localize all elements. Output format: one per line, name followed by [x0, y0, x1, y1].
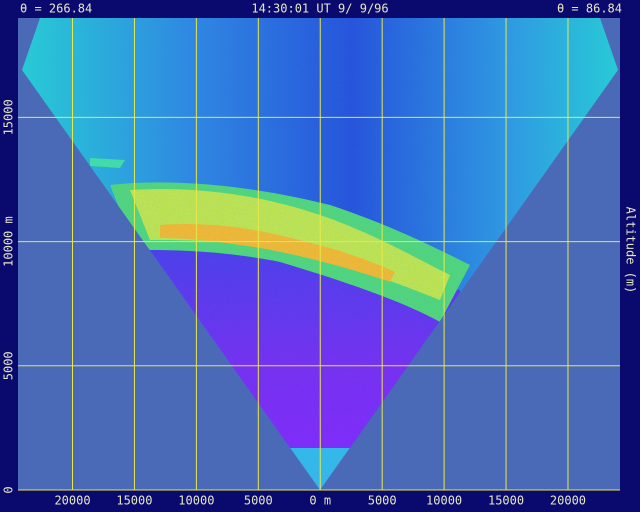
y-tick-label: 5000 — [2, 351, 16, 380]
x-tick-label: 5000 — [244, 494, 273, 508]
x-tick-label: 5000 — [368, 494, 397, 508]
y-tick-label: 15000 — [2, 99, 16, 135]
x-tick-label: 15000 — [116, 494, 152, 508]
x-tick-label: 15000 — [488, 494, 524, 508]
x-tick-label: 10000 — [178, 494, 214, 508]
x-tick-label: 0 m — [309, 494, 331, 508]
header-right: θ = 86.84 — [557, 2, 622, 16]
y-axis-title: Altitude (m) — [624, 207, 638, 294]
x-tick-label: 10000 — [426, 494, 462, 508]
y-tick-label: 0 — [2, 486, 16, 493]
header-center: 14:30:01 UT 9/ 9/96 — [251, 2, 388, 16]
x-tick-label: 20000 — [550, 494, 586, 508]
header-left: θ = 266.84 — [20, 2, 92, 16]
x-tick-label: 20000 — [54, 494, 90, 508]
y-tick-label: 10000 m — [2, 216, 16, 267]
